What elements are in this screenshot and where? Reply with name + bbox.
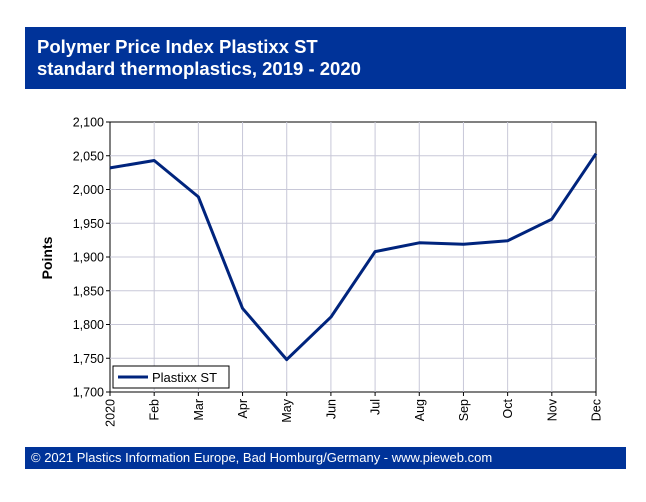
x-tick-label: Nov [545, 398, 559, 421]
y-tick-label: 2,000 [73, 183, 104, 197]
y-tick-label: 1,900 [73, 251, 104, 265]
y-tick-label: 1,800 [73, 318, 104, 332]
x-tick-label: Oct [501, 398, 515, 418]
y-axis-label: Points [39, 236, 55, 279]
copyright-footer: © 2021 Plastics Information Europe, Bad … [25, 447, 626, 469]
x-tick-label: 2020 [104, 399, 118, 427]
grid-lines [110, 122, 596, 392]
y-tick-label: 2,050 [73, 149, 104, 163]
legend-label: Plastixx ST [152, 370, 217, 385]
y-tick-label: 1,700 [73, 386, 104, 400]
y-tick-label: 1,850 [73, 284, 104, 298]
legend: Plastixx ST [112, 365, 230, 389]
x-axis-ticks: 2020 Feb Mar Apr May Jun Jul Aug Sep Oct Nov Dec [104, 392, 604, 427]
chart-title-line-1: Polymer Price Index Plastixx ST [37, 36, 318, 57]
y-tick-label: 1,750 [73, 352, 104, 366]
y-tick-label: 1,950 [73, 217, 104, 231]
x-tick-label: Jul [369, 399, 383, 415]
y-axis-ticks: 1,700 1,750 1,800 1,850 1,900 1,950 2,000 2,050… [73, 116, 110, 400]
x-tick-label: Feb [148, 399, 162, 421]
x-tick-label: Mar [192, 399, 206, 421]
x-tick-label: May [280, 398, 294, 422]
chart-title-line-2: standard thermoplastics, 2019 - 2020 [37, 58, 361, 79]
x-tick-label: Sep [457, 399, 471, 421]
x-tick-label: Jun [324, 399, 338, 419]
series-line-plastixx-st [109, 152, 598, 362]
y-tick-label: 2,100 [73, 116, 104, 130]
x-tick-label: Dec [590, 399, 604, 421]
chart-title-banner: Polymer Price Index Plastixx ST standard… [25, 27, 626, 89]
legend-box [112, 365, 230, 389]
x-tick-label: Aug [413, 399, 427, 421]
x-tick-label: Apr [236, 399, 250, 418]
